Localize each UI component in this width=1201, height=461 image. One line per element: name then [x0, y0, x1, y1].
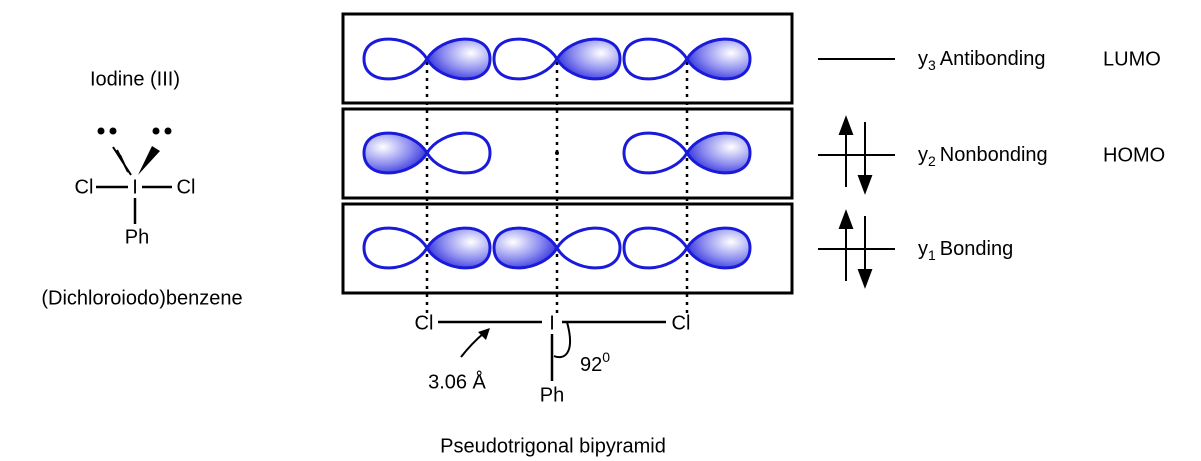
- orbital-type: Antibonding: [940, 48, 1046, 70]
- atom-i: I: [132, 176, 138, 198]
- angle-superscript: 0: [602, 349, 610, 365]
- orbital-subscript: 3: [928, 57, 936, 73]
- orbital-lobes: [362, 131, 752, 175]
- lone-pairs: [97, 127, 172, 135]
- bond-angle: 920: [580, 349, 610, 377]
- atom-cl: Cl: [415, 312, 434, 334]
- orbital-box: [341, 107, 794, 200]
- orbital-type: Bonding: [940, 238, 1013, 260]
- atom-cl: Cl: [177, 176, 196, 198]
- orbital-subscript: 2: [928, 153, 936, 169]
- atom-cl: Cl: [75, 176, 94, 198]
- atom-cl: Cl: [672, 312, 691, 334]
- frontier-label: LUMO: [1103, 48, 1161, 70]
- atom-ph: Ph: [540, 384, 564, 406]
- wedge-bonds: [96, 146, 172, 224]
- bond-length: 3.06 Å: [428, 370, 486, 393]
- orbital-lobes: [362, 226, 752, 270]
- molecule-name: (Dichloroiodo)benzene: [41, 287, 242, 309]
- frontier-label: HOMO: [1103, 144, 1165, 166]
- atom-i: I: [549, 312, 555, 334]
- energy-levels: [818, 58, 895, 289]
- angle-value: 92: [580, 354, 602, 376]
- orbital-box: [341, 12, 794, 105]
- structure-bonds: [438, 320, 666, 381]
- orbital-type: Nonbonding: [940, 144, 1048, 166]
- orbital-label: y2 Nonbonding: [918, 144, 1048, 168]
- orbital-label: y3 Antibonding: [918, 48, 1045, 72]
- orbital-symbol: y: [918, 238, 928, 260]
- caption: Pseudotrigonal bipyramid: [440, 435, 666, 457]
- orbital-symbol: y: [918, 144, 928, 166]
- atom-ph: Ph: [125, 226, 149, 248]
- orbital-subscript: 1: [928, 247, 936, 263]
- orbital-symbol: y: [918, 48, 928, 70]
- orbital-box: [341, 202, 794, 295]
- node-lines: [425, 62, 689, 316]
- molecule-title: Iodine (III): [90, 68, 180, 90]
- orbital-label: y1 Bonding: [918, 238, 1013, 262]
